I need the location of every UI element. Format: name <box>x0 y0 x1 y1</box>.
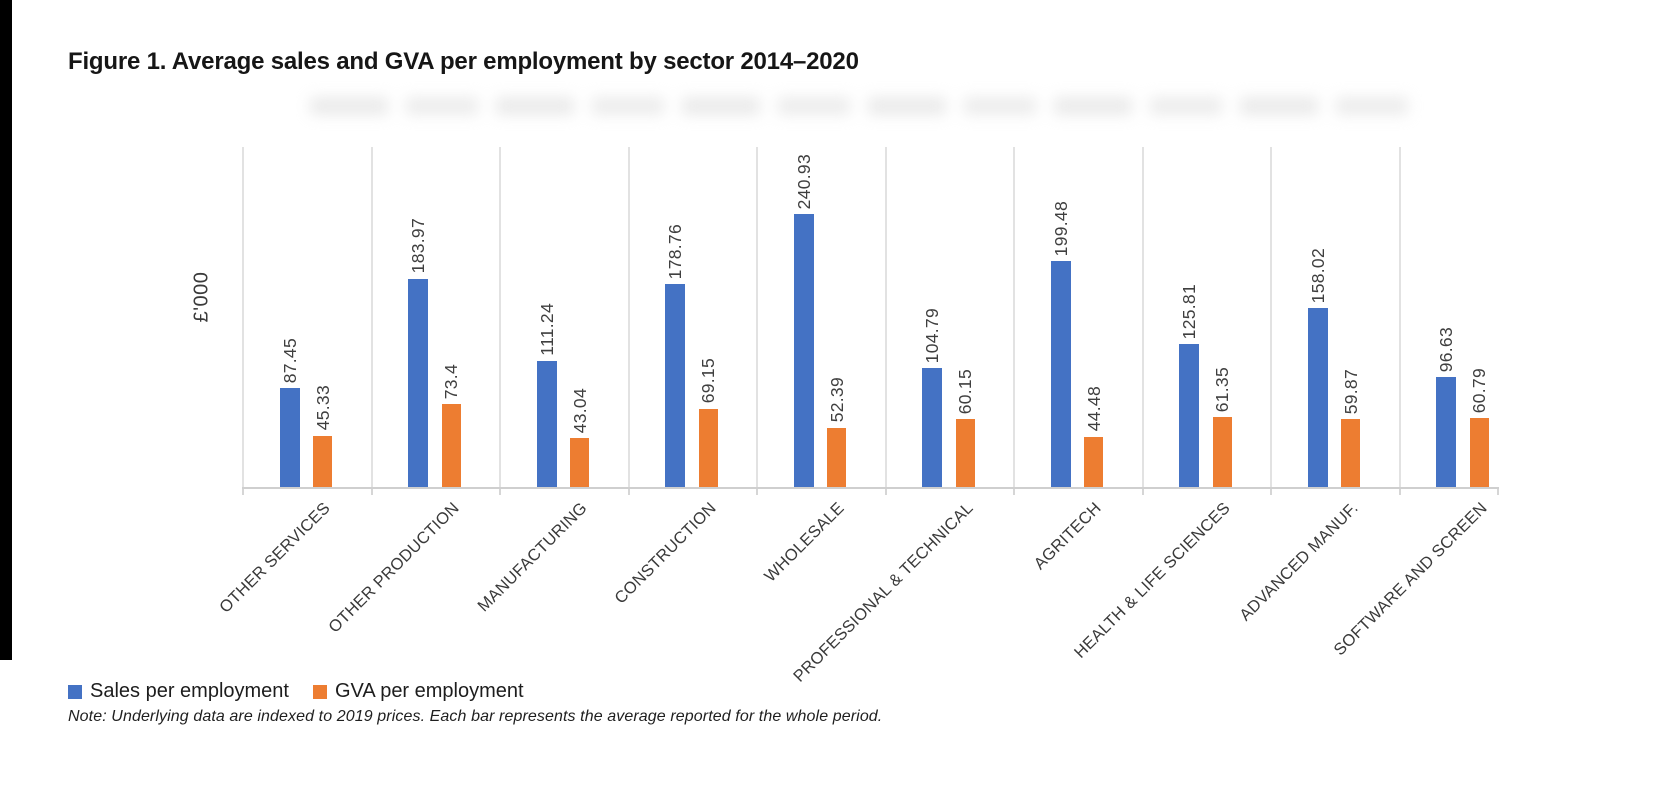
gva-bar <box>441 403 461 487</box>
gridline <box>499 147 501 487</box>
legend: Sales per employment GVA per employment <box>68 680 538 703</box>
axis-tick <box>370 487 373 495</box>
bar-value-label: 104.79 <box>922 307 943 364</box>
gva-bar <box>570 438 590 487</box>
sales-bar <box>536 360 557 487</box>
category-label: PROFESSIONAL & TECHNICAL <box>789 499 977 686</box>
gva-bar <box>1084 436 1104 487</box>
category-label: WHOLESALE <box>761 499 848 586</box>
gridline <box>242 147 244 487</box>
bar-value-label: 44.48 <box>1083 386 1104 432</box>
bar-value-label: 45.33 <box>312 385 333 431</box>
axis-tick <box>499 487 501 495</box>
plot-area: 87.45 45.33 OTHER SERVICES 183.97 73.4 OTHER … <box>216 147 1527 686</box>
legend-label-gva: GVA per employment <box>334 680 524 702</box>
gva-bar <box>1341 419 1361 487</box>
bar-value-label: 60.79 <box>1469 367 1490 414</box>
gva-bar <box>955 418 975 487</box>
bar-value-label: 73.4 <box>441 363 462 399</box>
gridline <box>1013 147 1015 487</box>
axis-tick <box>884 487 887 495</box>
gridline <box>1398 147 1401 487</box>
bar-value-label: 111.24 <box>536 303 557 356</box>
bar-value-label: 96.63 <box>1436 327 1457 373</box>
gridline <box>370 147 373 487</box>
bar-value-label: 43.04 <box>569 387 590 434</box>
category-label: AGRITECH <box>1030 499 1105 574</box>
bar-value-label: 59.87 <box>1340 368 1361 415</box>
gridline <box>1270 147 1272 487</box>
sales-bar <box>793 213 814 487</box>
bar-value-label: 87.45 <box>279 337 300 383</box>
sales-bar <box>1307 307 1328 487</box>
bar-value-label: 52.39 <box>826 377 847 423</box>
sales-bar <box>665 284 686 487</box>
bar-value-label: 69.15 <box>698 358 719 404</box>
left-black-strip <box>0 0 12 660</box>
y-axis-label: £'000 <box>190 271 213 323</box>
legend-swatch-gva-icon <box>312 684 327 699</box>
sales-bar <box>1436 377 1457 487</box>
x-axis-line <box>242 487 1499 489</box>
sales-bar <box>279 387 300 487</box>
sales-bar <box>1050 260 1071 487</box>
category-label: ADVANCED MANUF. <box>1236 499 1362 625</box>
gva-bar <box>1212 417 1232 487</box>
bar-value-label: 60.15 <box>955 368 976 414</box>
axis-tick <box>242 487 244 495</box>
sales-bar <box>922 368 943 487</box>
legend-item-gva: GVA per employment <box>312 680 524 703</box>
gridline <box>1141 147 1144 487</box>
gridline <box>756 147 758 487</box>
figure-note: Note: Underlying data are indexed to 201… <box>68 708 883 725</box>
gva-bar <box>313 435 333 487</box>
category-label: HEALTH & LIFE SCIENCES <box>1070 499 1234 662</box>
axis-tick <box>1398 487 1401 495</box>
gva-bar <box>827 427 847 487</box>
category-label: SOFTWARE AND SCREEN <box>1330 499 1491 660</box>
figure-title: Figure 1. Average sales and GVA per empl… <box>68 48 859 75</box>
legend-item-sales: Sales per employment <box>68 680 289 703</box>
axis-tick <box>756 487 758 495</box>
axis-tick <box>1270 487 1272 495</box>
gva-bar <box>698 408 718 487</box>
axis-tick <box>1013 487 1015 495</box>
axis-tick <box>1497 487 1499 495</box>
bar-value-label: 240.93 <box>793 153 814 209</box>
bar-value-label: 178.76 <box>665 224 686 280</box>
sales-bar <box>408 278 429 487</box>
gridline <box>884 147 887 487</box>
legend-label-sales: Sales per employment <box>90 680 289 702</box>
bar-value-label: 183.97 <box>408 218 429 274</box>
bar-value-label: 158.02 <box>1307 247 1328 303</box>
axis-tick <box>627 487 630 495</box>
bar-value-label: 125.81 <box>1179 284 1200 340</box>
gva-bar <box>1469 418 1489 487</box>
sales-bar <box>1179 344 1200 487</box>
bar-value-label: 199.48 <box>1050 200 1071 256</box>
axis-tick <box>1141 487 1144 495</box>
legend-swatch-sales-icon <box>68 684 82 699</box>
bar-value-label: 61.35 <box>1212 367 1233 413</box>
gridline <box>627 147 630 487</box>
blurred-chart-header <box>310 97 1425 115</box>
